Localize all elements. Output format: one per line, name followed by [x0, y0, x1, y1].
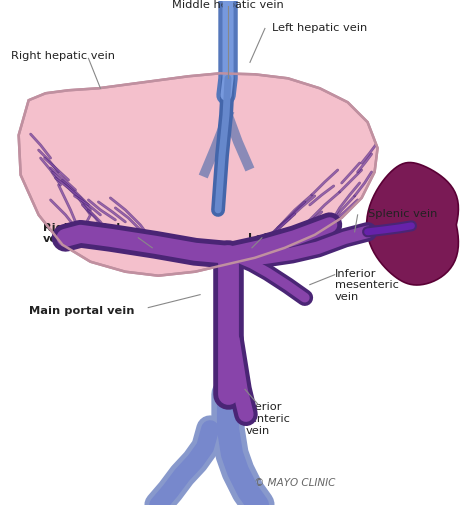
Text: Splenic vein: Splenic vein: [368, 209, 437, 219]
Text: Right portal
vein: Right portal vein: [43, 222, 120, 244]
Text: Right hepatic vein: Right hepatic vein: [11, 52, 115, 61]
Text: Middle hepatic vein: Middle hepatic vein: [172, 0, 284, 10]
Text: Inferior
mesenteric
vein: Inferior mesenteric vein: [335, 268, 399, 301]
Text: Left hepatic vein: Left hepatic vein: [272, 23, 367, 33]
Polygon shape: [18, 74, 378, 276]
Text: Main portal vein: Main portal vein: [28, 305, 134, 315]
Polygon shape: [367, 163, 458, 285]
Text: Left portal vein: Left portal vein: [248, 232, 347, 242]
Text: © MAYO CLINIC: © MAYO CLINIC: [254, 477, 336, 487]
Text: Superior
mesenteric
vein: Superior mesenteric vein: [226, 401, 290, 435]
